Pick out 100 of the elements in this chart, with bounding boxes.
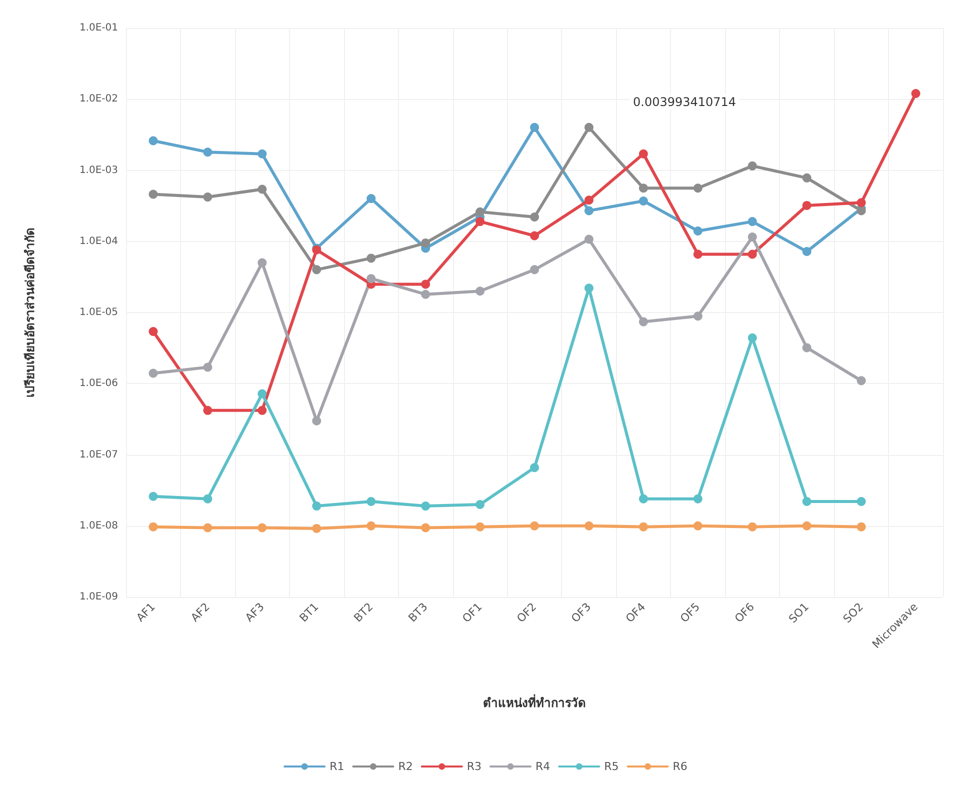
point xyxy=(530,463,539,472)
point xyxy=(148,522,158,532)
point xyxy=(638,196,648,206)
point xyxy=(421,238,430,248)
point xyxy=(693,250,702,259)
point xyxy=(203,362,212,372)
point xyxy=(584,122,594,132)
point xyxy=(530,212,539,222)
point xyxy=(638,184,648,193)
legend-label: R3 xyxy=(466,760,482,773)
point xyxy=(258,523,267,532)
point xyxy=(148,368,158,378)
point xyxy=(312,524,322,533)
point xyxy=(748,333,757,342)
point xyxy=(203,192,212,202)
x-axis-title: ตำแหน่งที่ทำการวัด xyxy=(483,694,586,710)
point xyxy=(366,254,376,263)
annotation: 0.003993410714 xyxy=(633,95,736,109)
point xyxy=(584,206,594,216)
point xyxy=(530,122,539,132)
point xyxy=(748,522,757,532)
x-tick-label: OF2 xyxy=(514,600,540,626)
y-tick-label: 1.0E-09 xyxy=(79,592,118,602)
point xyxy=(530,265,539,274)
point xyxy=(148,492,158,501)
point xyxy=(366,497,376,506)
legend-label: R4 xyxy=(536,760,550,773)
point xyxy=(421,290,430,299)
point xyxy=(748,232,757,242)
point xyxy=(258,149,267,158)
point xyxy=(476,500,485,509)
point xyxy=(421,502,430,511)
y-tick-label: 1.0E-03 xyxy=(79,164,118,176)
point xyxy=(693,312,702,321)
point xyxy=(748,250,757,259)
point xyxy=(366,274,376,284)
point xyxy=(584,196,594,205)
point xyxy=(693,521,702,530)
y-tick-label: 1.0E-01 xyxy=(79,22,118,34)
point xyxy=(530,231,539,240)
point xyxy=(258,258,267,268)
legend-label: R1 xyxy=(330,760,344,773)
x-tick-label: BT1 xyxy=(297,600,322,625)
legend-label: R5 xyxy=(604,760,619,773)
y-tick-label: 1.0E-02 xyxy=(79,94,118,105)
point xyxy=(802,247,812,256)
point xyxy=(148,327,158,336)
y-axis-title: เปรียบเทียบอัตราส่วนค่อขีดจำกัด xyxy=(23,228,37,398)
point xyxy=(312,502,322,511)
y-tick-label: 1.0E-07 xyxy=(79,449,118,460)
x-tick-label: OF5 xyxy=(678,600,703,626)
point xyxy=(856,206,866,216)
point xyxy=(530,521,539,530)
point xyxy=(312,416,322,426)
point xyxy=(421,523,430,532)
x-tick-label: OF3 xyxy=(568,600,594,626)
x-tick-label: OF4 xyxy=(623,600,648,626)
point xyxy=(258,389,267,398)
point xyxy=(856,522,866,532)
point xyxy=(148,190,158,199)
point xyxy=(802,343,812,352)
y-tick-label: 1.0E-04 xyxy=(79,236,118,247)
point xyxy=(258,184,267,194)
point xyxy=(638,149,648,158)
point xyxy=(802,173,812,182)
point xyxy=(366,194,376,204)
point xyxy=(584,284,594,293)
point xyxy=(203,406,212,415)
point xyxy=(693,494,702,504)
point xyxy=(638,522,648,532)
y-tick-label: 1.0E-05 xyxy=(79,307,118,318)
point xyxy=(476,207,485,216)
point xyxy=(802,200,812,210)
point xyxy=(476,522,485,532)
y-tick-label: 1.0E-08 xyxy=(79,520,118,532)
point xyxy=(258,406,267,415)
point xyxy=(911,88,920,98)
point xyxy=(856,376,866,386)
point xyxy=(856,497,866,506)
point xyxy=(203,523,212,532)
point xyxy=(802,521,812,530)
point xyxy=(748,217,757,226)
point xyxy=(693,184,702,193)
point xyxy=(638,494,648,504)
point xyxy=(476,286,485,296)
legend-label: R2 xyxy=(398,760,413,773)
point xyxy=(584,521,594,530)
x-tick-label: OF1 xyxy=(460,600,485,626)
point xyxy=(312,265,322,274)
point xyxy=(148,136,158,146)
point xyxy=(638,317,648,326)
legend-label: R6 xyxy=(672,760,688,773)
point xyxy=(693,226,702,236)
point xyxy=(203,494,212,504)
point xyxy=(748,161,757,170)
point xyxy=(203,148,212,157)
point xyxy=(366,521,376,530)
point xyxy=(476,217,485,226)
point xyxy=(802,497,812,506)
y-tick-label: 1.0E-06 xyxy=(79,378,118,390)
